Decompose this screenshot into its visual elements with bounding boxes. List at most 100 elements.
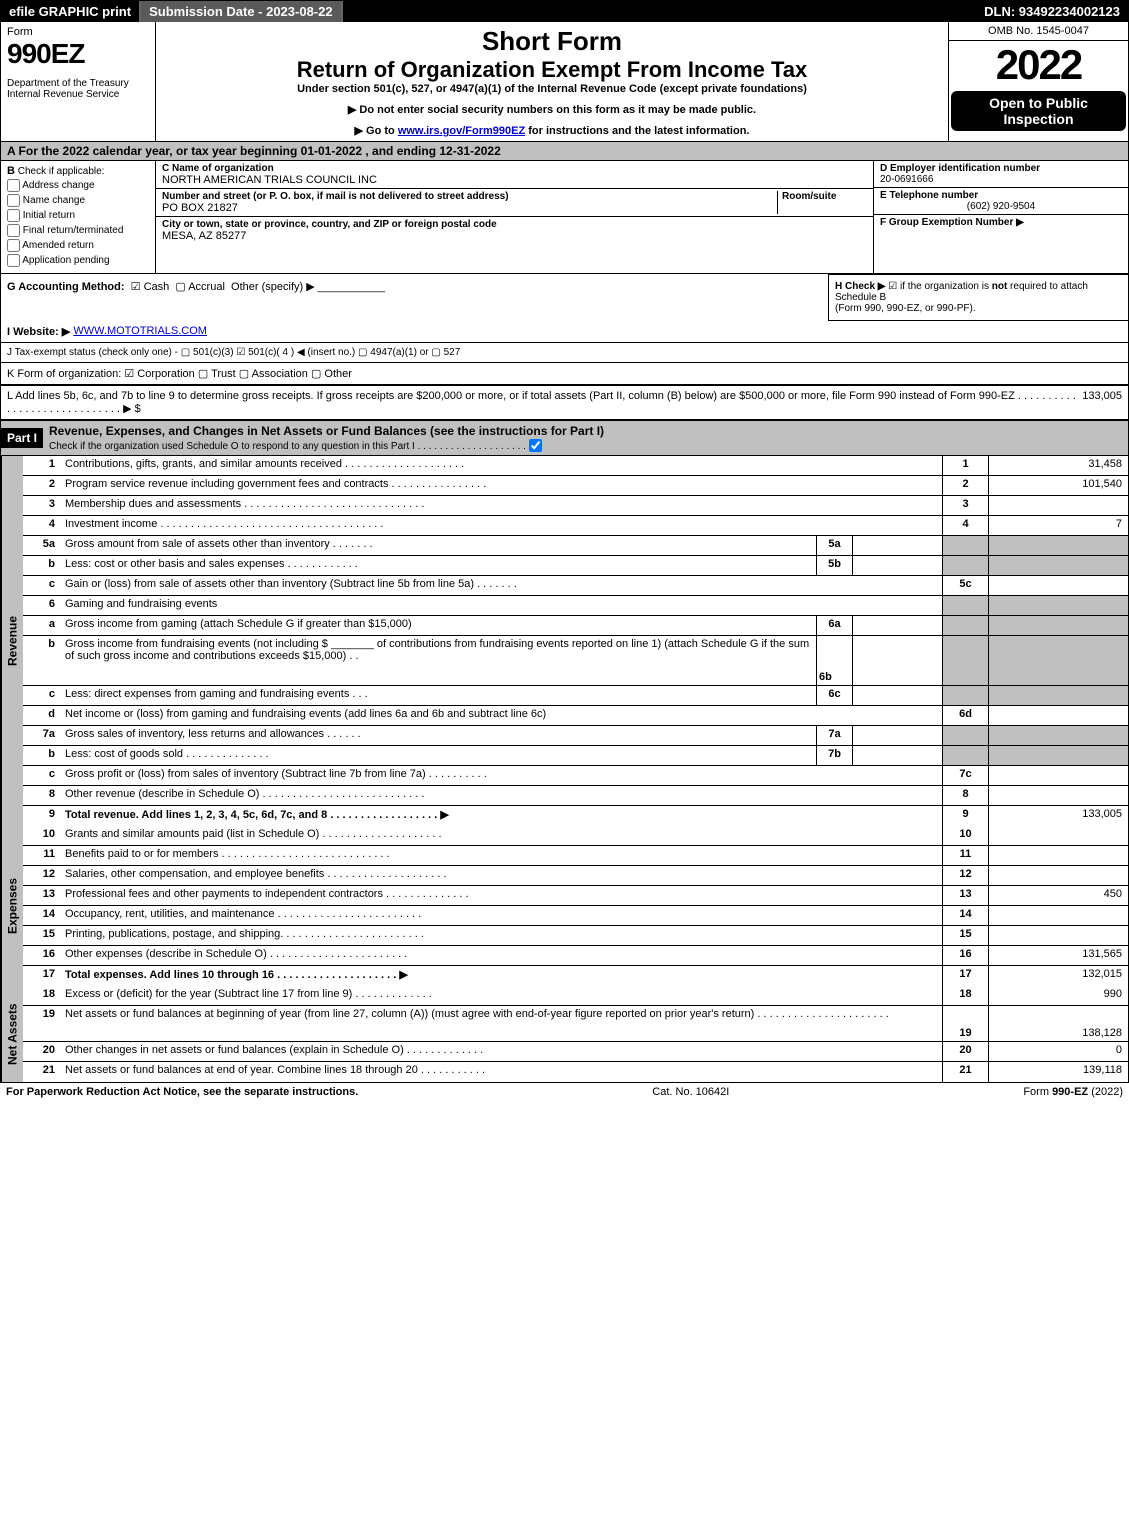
header-left: Form 990EZ Department of the Treasury In…	[1, 22, 156, 141]
line-4-rnum: 4	[942, 516, 988, 535]
line-15-value	[988, 926, 1128, 945]
line-12-value	[988, 866, 1128, 885]
b-label: B	[7, 165, 15, 177]
line-18-rnum: 18	[942, 986, 988, 1005]
line-10-desc: Grants and similar amounts paid (list in…	[61, 826, 942, 845]
line-12-num: 12	[23, 866, 61, 885]
line-5c-rnum: 5c	[942, 576, 988, 595]
irs-label: Internal Revenue Service	[7, 89, 149, 100]
chk-initial-return[interactable]: Initial return	[7, 209, 149, 222]
g-other[interactable]: Other (specify) ▶	[231, 281, 315, 293]
line-11-num: 11	[23, 846, 61, 865]
line-20-num: 20	[23, 1042, 61, 1061]
line-5c-desc: Gain or (loss) from sale of assets other…	[61, 576, 942, 595]
ssn-note: ▶ Do not enter social security numbers o…	[162, 103, 942, 116]
addr-value: PO BOX 21827	[162, 202, 777, 214]
goto-note: ▶ Go to www.irs.gov/Form990EZ for instru…	[162, 124, 942, 137]
line-18-desc: Excess or (deficit) for the year (Subtra…	[61, 986, 942, 1005]
line-13-rnum: 13	[942, 886, 988, 905]
line-6a-shade	[942, 616, 988, 635]
line-7a-subval	[852, 726, 942, 745]
chk-final-return[interactable]: Final return/terminated	[7, 224, 149, 237]
line-7c-value	[988, 766, 1128, 785]
line-21-rnum: 21	[942, 1062, 988, 1082]
line-17-rnum: 17	[942, 966, 988, 986]
line-11-rnum: 11	[942, 846, 988, 865]
expenses-section: Expenses 10Grants and similar amounts pa…	[1, 826, 1128, 986]
form-header: Form 990EZ Department of the Treasury In…	[1, 22, 1128, 142]
line-9-desc: Total revenue. Add lines 1, 2, 3, 4, 5c,…	[61, 806, 942, 826]
line-5a-subval	[852, 536, 942, 555]
line-12-rnum: 12	[942, 866, 988, 885]
top-bar: efile GRAPHIC print Submission Date - 20…	[1, 1, 1128, 22]
h-post: if the organization is	[897, 281, 992, 292]
tax-exempt-status: J Tax-exempt status (check only one) - ▢…	[1, 343, 1128, 363]
line-2-desc: Program service revenue including govern…	[61, 476, 942, 495]
line-5b-subval	[852, 556, 942, 575]
chk-name-change[interactable]: Name change	[7, 194, 149, 207]
line-6c-num: c	[23, 686, 61, 705]
column-b: B Check if applicable: Address change Na…	[1, 161, 156, 273]
line-5a-shade	[942, 536, 988, 555]
line-5a-sublabel: 5a	[816, 536, 852, 555]
line-16-value: 131,565	[988, 946, 1128, 965]
addr-label: Number and street (or P. O. box, if mail…	[162, 191, 777, 202]
chk-amended-return[interactable]: Amended return	[7, 239, 149, 252]
revenue-side-label: Revenue	[1, 456, 23, 826]
line-17-num: 17	[23, 966, 61, 986]
line-10-rnum: 10	[942, 826, 988, 845]
line-4-num: 4	[23, 516, 61, 535]
line-5b-num: b	[23, 556, 61, 575]
line-10-num: 10	[23, 826, 61, 845]
line-20-desc: Other changes in net assets or fund bala…	[61, 1042, 942, 1061]
b-subtitle: Check if applicable:	[18, 166, 105, 177]
line-5c-value	[988, 576, 1128, 595]
chk-application-pending[interactable]: Application pending	[7, 254, 149, 267]
line-9-num: 9	[23, 806, 61, 826]
line-6b-sublabel: 6b	[816, 636, 852, 685]
g-cash[interactable]: Cash	[144, 281, 170, 293]
column-def: D Employer identification number 20-0691…	[873, 161, 1128, 273]
h-pre: H Check ▶	[835, 281, 888, 292]
line-6c-shade2	[988, 686, 1128, 705]
form-title: Return of Organization Exempt From Incom…	[162, 57, 942, 83]
chk-address-change[interactable]: Address change	[7, 179, 149, 192]
line-2-value: 101,540	[988, 476, 1128, 495]
header-right: OMB No. 1545-0047 2022 Open to Public In…	[948, 22, 1128, 141]
section-a-period: A For the 2022 calendar year, or tax yea…	[1, 142, 1128, 161]
goto-pre: ▶ Go to	[355, 125, 398, 137]
g-accrual[interactable]: Accrual	[188, 281, 225, 293]
footer-right: Form 990-EZ (2022)	[1023, 1086, 1123, 1098]
part-1-checkbox[interactable]	[529, 439, 542, 452]
g-label: G Accounting Method:	[7, 281, 125, 293]
line-7a-sublabel: 7a	[816, 726, 852, 745]
website-link[interactable]: WWW.MOTOTRIALS.COM	[73, 325, 207, 338]
footer-center: Cat. No. 10642I	[358, 1086, 1023, 1098]
line-6c-shade	[942, 686, 988, 705]
line-6c-desc: Less: direct expenses from gaming and fu…	[61, 686, 816, 705]
city-value: MESA, AZ 85277	[162, 230, 867, 242]
page-footer: For Paperwork Reduction Act Notice, see …	[0, 1083, 1129, 1101]
ein-label: D Employer identification number	[880, 163, 1122, 174]
phone-label: E Telephone number	[880, 190, 1122, 201]
irs-link[interactable]: www.irs.gov/Form990EZ	[398, 125, 525, 137]
line-19-rnum: 19	[942, 1006, 988, 1041]
line-4-value: 7	[988, 516, 1128, 535]
line-6a-desc: Gross income from gaming (attach Schedul…	[61, 616, 816, 635]
line-15-desc: Printing, publications, postage, and shi…	[61, 926, 942, 945]
form-subtitle: Under section 501(c), 527, or 4947(a)(1)…	[162, 83, 942, 95]
efile-print-label[interactable]: efile GRAPHIC print	[1, 1, 141, 22]
dept-treasury: Department of the Treasury	[7, 78, 149, 89]
accounting-method: G Accounting Method: ☑ Cash ▢ Accrual Ot…	[1, 274, 828, 321]
line-6a-num: a	[23, 616, 61, 635]
line-16-rnum: 16	[942, 946, 988, 965]
line-10-value	[988, 826, 1128, 845]
form-word: Form	[7, 26, 149, 38]
line-1-value: 31,458	[988, 456, 1128, 475]
line-11-value	[988, 846, 1128, 865]
goto-post: for instructions and the latest informat…	[525, 125, 749, 137]
line-6c-subval	[852, 686, 942, 705]
line-12-desc: Salaries, other compensation, and employ…	[61, 866, 942, 885]
line-3-num: 3	[23, 496, 61, 515]
row-l: L Add lines 5b, 6c, and 7b to line 9 to …	[1, 386, 1128, 421]
